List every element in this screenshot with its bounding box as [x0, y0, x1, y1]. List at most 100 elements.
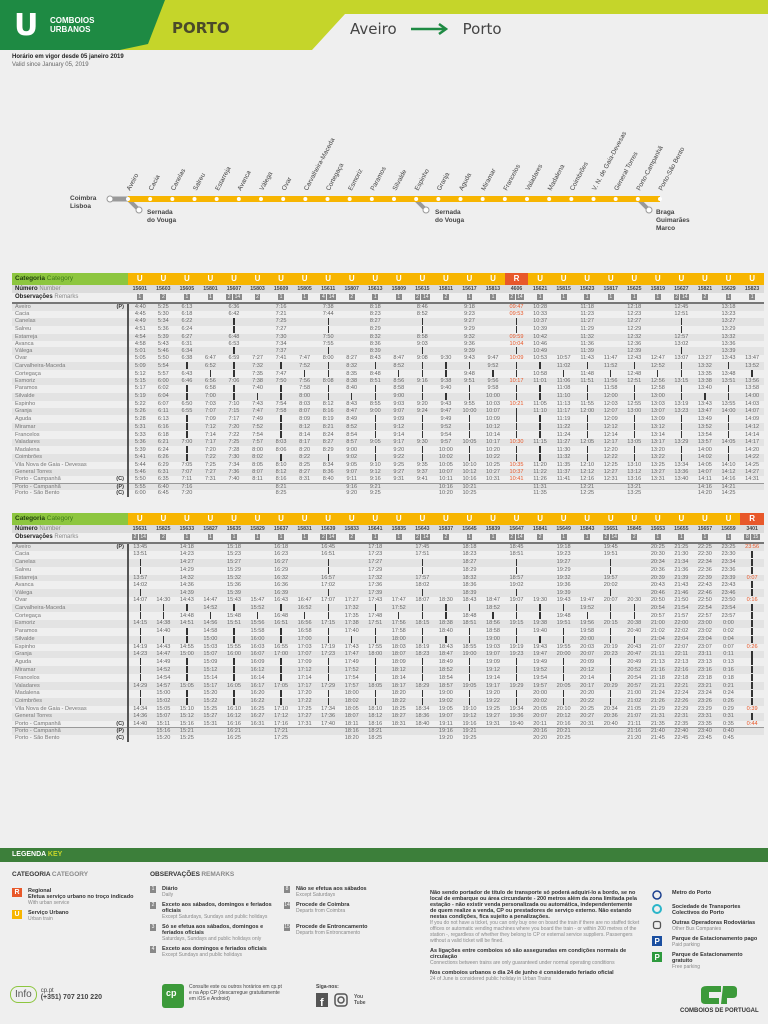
train-number[interactable]: 15609: [269, 285, 293, 293]
pass-through-cell: [199, 612, 223, 620]
train-number[interactable]: 15827: [198, 525, 223, 533]
train-number[interactable]: 15829: [245, 525, 270, 533]
time-cell: 0:26: [716, 697, 741, 706]
train-number[interactable]: 15657: [693, 525, 717, 533]
train-number[interactable]: 15605: [175, 285, 199, 293]
train-number[interactable]: 15615: [410, 285, 435, 293]
train-number[interactable]: 15805: [292, 285, 317, 293]
time-cell: 15:16: [179, 720, 194, 727]
train-number[interactable]: 15801: [198, 285, 223, 293]
pass-through-cell: [599, 627, 623, 636]
train-number[interactable]: 15639: [316, 525, 340, 533]
time-cell: 20:43: [627, 643, 642, 650]
pass-through-cell: [293, 612, 317, 620]
pass-through-bar: [610, 589, 612, 597]
train-number[interactable]: 15633: [175, 525, 199, 533]
train-number[interactable]: 15617: [457, 285, 482, 293]
train-number[interactable]: 15845: [622, 525, 647, 533]
train-number[interactable]: 15655: [669, 525, 694, 533]
pass-through-cell: [411, 627, 435, 636]
time-cell: 19:55: [556, 643, 571, 650]
train-number[interactable]: 15843: [575, 525, 599, 533]
train-number[interactable]: 15603: [151, 285, 176, 293]
train-number[interactable]: 15649: [551, 525, 576, 533]
train-number[interactable]: 15643: [410, 525, 435, 533]
train-number[interactable]: 15601: [128, 285, 152, 293]
remark-badge: 1: [395, 534, 402, 541]
train-number[interactable]: 15651: [598, 525, 623, 533]
category-badge: U: [434, 513, 458, 525]
train-number[interactable]: 4606: [504, 285, 529, 293]
train-number[interactable]: 15823: [740, 285, 764, 293]
train-number[interactable]: 15645: [457, 525, 482, 533]
time-cell: 16:56: [292, 619, 317, 628]
pass-through-bar: [139, 612, 141, 620]
time-cell: 6:18: [181, 310, 193, 317]
train-number[interactable]: 15611: [316, 285, 340, 293]
train-number[interactable]: 15625: [622, 285, 647, 293]
train-number[interactable]: 15837: [434, 525, 458, 533]
pass-through-cell: [316, 627, 340, 636]
train-number[interactable]: 15815: [551, 285, 576, 293]
train-number[interactable]: 15831: [292, 525, 317, 533]
time-cell: [245, 482, 270, 491]
train-number[interactable]: 15635: [222, 525, 246, 533]
train-number[interactable]: 15825: [151, 525, 176, 533]
train-number[interactable]: 15813: [481, 285, 505, 293]
train-number[interactable]: 15833: [339, 525, 364, 533]
time-cell: 17:29: [368, 567, 383, 574]
time-cell: 21:24: [650, 690, 665, 697]
time-cell: 19:15: [504, 619, 529, 628]
train-number[interactable]: 15821: [693, 285, 717, 293]
time-cell: 0:02: [723, 628, 734, 635]
train-number[interactable]: 15629: [716, 285, 741, 293]
remark-badge: 14: [138, 534, 148, 541]
train-number[interactable]: 3401: [740, 525, 764, 533]
train-number[interactable]: 15803: [245, 285, 270, 293]
train-number[interactable]: 15835: [387, 525, 411, 533]
table-row: Silvalde 5:19 6:04 7:00 8:00 9:00 10:00 11:10 12…: [12, 392, 764, 401]
station-platform-code: [114, 666, 130, 675]
remark-cell: 2 14: [222, 293, 246, 304]
train-number[interactable]: 15659: [716, 525, 741, 533]
youtube-icon[interactable]: You Tube: [354, 994, 366, 1006]
time-cell: [434, 311, 458, 318]
time-cell: [623, 551, 647, 559]
train-number[interactable]: 15641: [363, 525, 388, 533]
train-number[interactable]: 15607: [222, 285, 246, 293]
free-parking-icon: P: [652, 952, 662, 962]
train-number[interactable]: 15839: [481, 525, 505, 533]
train-number[interactable]: 15807: [339, 285, 364, 293]
train-number[interactable]: 15809: [387, 285, 411, 293]
app-cp[interactable]: cp Consulte este ou outros horários em c…: [162, 984, 282, 1008]
train-number[interactable]: 15613: [363, 285, 388, 293]
time-cell: 7:58: [299, 385, 311, 392]
train-number[interactable]: 15817: [598, 285, 623, 293]
train-number[interactable]: 15653: [646, 525, 670, 533]
train-number[interactable]: 15637: [269, 525, 293, 533]
instagram-icon[interactable]: [334, 993, 348, 1007]
pass-through-cell: [504, 453, 529, 462]
remark-badge: 1: [372, 534, 379, 541]
table-row: Cortegaça 5:12 5:57 6:43 7:35 7:47 8:35 8:48 9:4…: [12, 370, 764, 378]
time-cell: [552, 490, 576, 497]
info-contact[interactable]: Info cp.pt (+351) 707 210 220: [10, 986, 102, 1003]
time-cell: 0:07: [740, 574, 764, 582]
train-number[interactable]: 15621: [528, 285, 552, 293]
train-number[interactable]: 15647: [504, 525, 529, 533]
remark-pt: Diário: [162, 886, 178, 892]
train-number[interactable]: 15623: [575, 285, 599, 293]
time-cell: 20:39: [646, 574, 670, 582]
time-cell: 11:32: [551, 453, 576, 462]
time-cell: 5:46: [128, 468, 152, 476]
train-number[interactable]: 15811: [434, 285, 458, 293]
time-cell: 9:12: [387, 423, 411, 432]
train-number[interactable]: 15631: [128, 525, 152, 533]
facebook-icon[interactable]: f: [316, 993, 328, 1007]
train-number[interactable]: 15841: [528, 525, 552, 533]
train-number[interactable]: 15627: [669, 285, 694, 293]
time-cell: 23:13: [697, 658, 712, 665]
time-cell: 14:07: [740, 407, 764, 416]
time-cell: 6:18: [157, 431, 169, 438]
train-number[interactable]: 15819: [646, 285, 670, 293]
